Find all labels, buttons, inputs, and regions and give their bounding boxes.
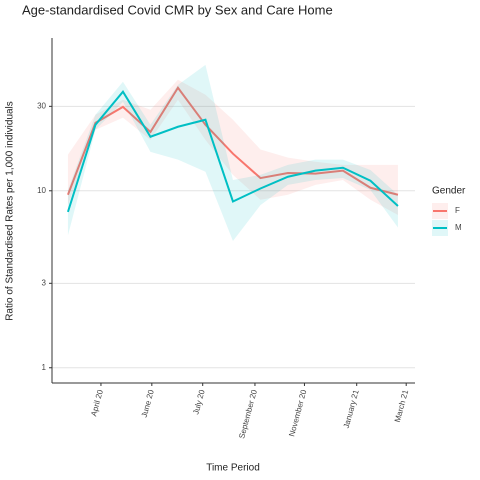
- y-tick-label: 3: [42, 278, 47, 287]
- legend-title: Gender: [432, 186, 466, 197]
- line: [66, 89, 399, 213]
- y-tick-label: 10: [37, 186, 46, 195]
- confidence-ribbon: [67, 79, 398, 215]
- x-tick-label: July 20: [191, 388, 206, 415]
- y-tick-label: 30: [37, 101, 46, 110]
- legend-label: F: [455, 206, 460, 215]
- x-axis-label: Time Period: [206, 463, 260, 474]
- x-tick-label: April 20: [89, 388, 105, 417]
- x-tick-label: November 20: [287, 388, 308, 437]
- legend-label: M: [455, 223, 462, 232]
- x-tick-label: March 21: [393, 388, 410, 423]
- x-tick-label: September 20: [237, 388, 259, 439]
- x-tick-label: June 20: [140, 388, 156, 418]
- y-tick-label: 1: [42, 363, 47, 372]
- x-tick-label: January 21: [342, 388, 361, 429]
- y-axis-label: Ratio of Standardised Rates per 1,000 in…: [5, 101, 16, 321]
- confidence-ribbon: [67, 64, 398, 242]
- line: [67, 85, 399, 196]
- chart-title: Age-standardised Covid CMR by Sex and Ca…: [22, 2, 333, 17]
